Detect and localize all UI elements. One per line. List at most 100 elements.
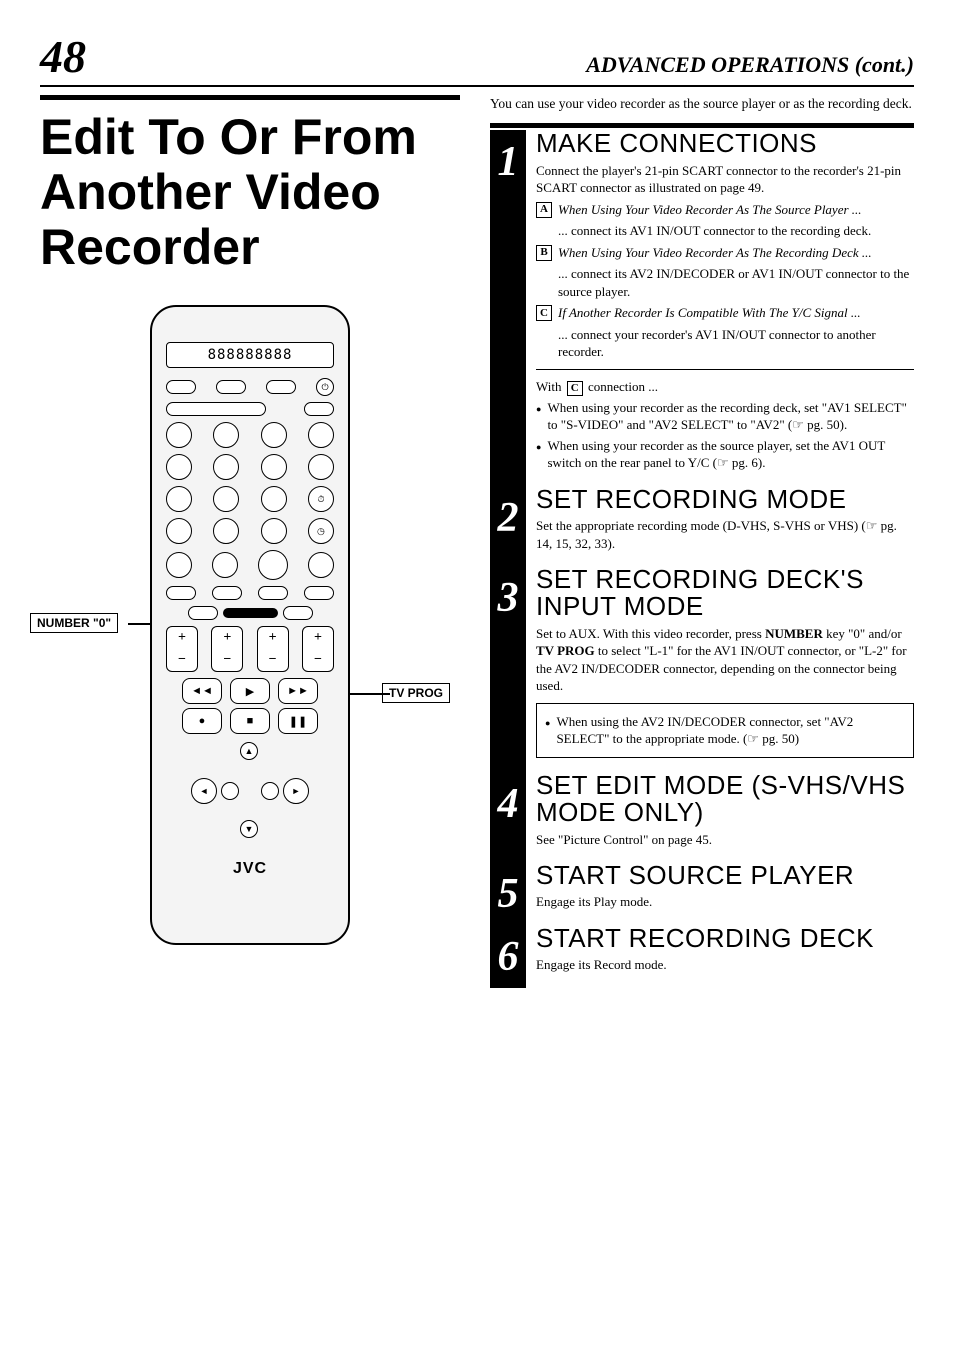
step-title: SET EDIT MODE (S-VHS/VHS MODE ONLY) <box>536 772 914 827</box>
rocker-button: +− <box>166 626 198 672</box>
num-button <box>213 486 239 512</box>
rocker-button: +− <box>211 626 243 672</box>
step-2: SET RECORDING MODE Set the appropriate r… <box>536 486 914 552</box>
num-button <box>212 552 238 578</box>
letter-box: C <box>567 381 583 396</box>
num-button <box>166 518 192 544</box>
rewind-button: ◄◄ <box>182 678 222 704</box>
letter-box: B <box>536 245 552 261</box>
number-row <box>166 550 334 580</box>
step-title: START RECORDING DECK <box>536 925 914 952</box>
ffwd-button: ►► <box>278 678 318 704</box>
section-header: ADVANCED OPERATIONS (cont.) <box>586 52 914 78</box>
sub-detail: ... connect your recorder's AV1 IN/OUT c… <box>558 326 914 361</box>
step-text: See "Picture Control" on page 45. <box>536 831 914 849</box>
record-button: ● <box>182 708 222 734</box>
transport-row: ◄◄ ▶ ►► <box>166 678 334 704</box>
step-number: 1 <box>490 130 526 486</box>
step-3: SET RECORDING DECK'S INPUT MODE Set to A… <box>536 566 914 758</box>
content-area: Edit To Or From Another Video Recorder N… <box>40 95 914 988</box>
nav-prev <box>221 782 239 800</box>
step-title: START SOURCE PLAYER <box>536 862 914 889</box>
nav-pad: ▲ ◄ ► ▼ <box>185 742 315 842</box>
bullet-item: When using your recorder as the recordin… <box>536 399 914 434</box>
number-row: ⏱ <box>166 486 334 512</box>
tvprog-rocker: +− <box>302 626 334 672</box>
letter-box: A <box>536 202 552 218</box>
stop-button: ■ <box>230 708 270 734</box>
step-title: SET RECORDING MODE <box>536 486 914 513</box>
num-button <box>261 454 287 480</box>
page-header: 48 ADVANCED OPERATIONS (cont.) <box>40 30 914 87</box>
step-text: Engage its Play mode. <box>536 893 914 911</box>
step-4: SET EDIT MODE (S-VHS/VHS MODE ONLY) See … <box>536 772 914 848</box>
callout-line <box>350 693 390 695</box>
nav-right: ► <box>283 778 309 804</box>
num-button <box>213 518 239 544</box>
remote-row <box>166 402 334 416</box>
remote-row <box>166 586 334 600</box>
sub-content: If Another Recorder Is Compatible With T… <box>558 304 914 322</box>
step-text: Set the appropriate recording mode (D-VH… <box>536 517 914 552</box>
sub-item: A When Using Your Video Recorder As The S… <box>536 201 914 219</box>
transport-row: ● ■ ❚❚ <box>166 708 334 734</box>
step-text: Set to AUX. With this video recorder, pr… <box>536 625 914 695</box>
timer-icon: ⏱ <box>308 486 334 512</box>
bullet-item: When using your recorder as the source p… <box>536 437 914 472</box>
remote-button <box>283 606 313 620</box>
nav-up: ▲ <box>240 742 258 760</box>
title-rule <box>40 95 460 100</box>
num-button <box>213 422 239 448</box>
step-5: START SOURCE PLAYER Engage its Play mode… <box>536 862 914 911</box>
remote-button <box>223 608 278 618</box>
num-button <box>261 518 287 544</box>
right-column: You can use your video recorder as the s… <box>490 95 914 988</box>
num-button <box>308 422 334 448</box>
page-number: 48 <box>40 30 86 83</box>
step-number: 4 <box>490 772 526 862</box>
sub-detail: ... connect its AV2 IN/DECODER or AV1 IN… <box>558 265 914 300</box>
number-row <box>166 454 334 480</box>
step-text: Connect the player's 21-pin SCART connec… <box>536 162 914 197</box>
rocker-row: +− +− +− +− <box>166 626 334 672</box>
divider <box>536 369 914 370</box>
letter-box: C <box>536 305 552 321</box>
main-title: Edit To Or From Another Video Recorder <box>40 110 460 275</box>
remote-button <box>304 586 334 600</box>
steps-body: MAKE CONNECTIONS Connect the player's 21… <box>526 130 914 988</box>
remote-button <box>166 586 196 600</box>
num-button-0 <box>166 552 192 578</box>
step-title: MAKE CONNECTIONS <box>536 130 914 157</box>
num-button <box>166 486 192 512</box>
step-text: Engage its Record mode. <box>536 956 914 974</box>
num-button <box>308 454 334 480</box>
sub-item: B When Using Your Video Recorder As The R… <box>536 244 914 262</box>
num-button <box>261 422 287 448</box>
number-row <box>166 422 334 448</box>
remote-illustration: NUMBER "0" TV PROG 888888888 ⏻ <box>40 305 460 945</box>
remote-button <box>216 380 246 394</box>
num-button <box>166 422 192 448</box>
remote-button <box>304 402 334 416</box>
remote-body: 888888888 ⏻ <box>150 305 350 945</box>
number-row: ◷ <box>166 518 334 544</box>
callout-number0: NUMBER "0" <box>30 613 118 633</box>
callout-tvprog: TV PROG <box>382 683 450 703</box>
step-number: 5 <box>490 862 526 925</box>
num-button <box>213 454 239 480</box>
step-number: 6 <box>490 925 526 988</box>
enter-button <box>258 550 288 580</box>
sub-content: When Using Your Video Recorder As The Re… <box>558 244 914 262</box>
step-number: 3 <box>490 566 526 772</box>
nav-next <box>261 782 279 800</box>
remote-row: ⏻ <box>166 378 334 396</box>
note-line: With C connection ... <box>536 378 914 396</box>
remote-button <box>258 586 288 600</box>
bullet-item: When using the AV2 IN/DECODER connector,… <box>545 713 905 748</box>
intro-text: You can use your video recorder as the s… <box>490 95 914 113</box>
remote-button <box>266 380 296 394</box>
num-button <box>166 454 192 480</box>
remote-lcd: 888888888 <box>166 342 334 368</box>
sub-content: When Using Your Video Recorder As The So… <box>558 201 914 219</box>
clock-icon: ◷ <box>308 518 334 544</box>
